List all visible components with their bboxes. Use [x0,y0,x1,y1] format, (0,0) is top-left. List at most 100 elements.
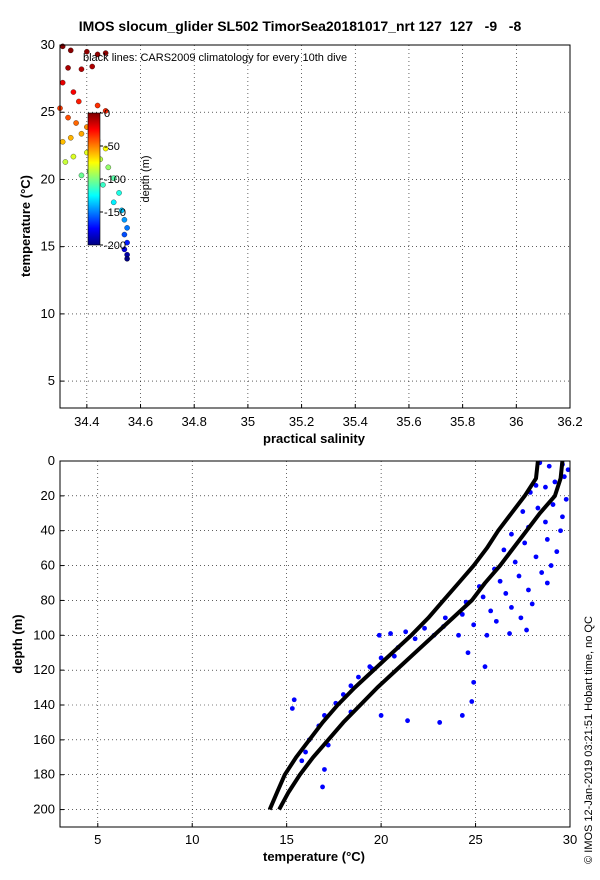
profile-series [267,460,571,811]
profile-observation-point [501,547,507,553]
profile-ticks: 5 10 15 20 25 30 0 20 40 60 80 100 120 140 160 180 200 [33,453,577,847]
profile-observation-point [412,636,418,642]
profile-observation-point [459,611,465,617]
colorbar-tick-label: 0 [104,108,110,120]
profile-y-tick-label: 120 [33,662,55,677]
ts-data-point [94,51,101,58]
profile-observation-point [565,467,571,473]
ts-data-point [78,172,85,179]
ts-data-point [110,175,117,181]
ts-data-point [84,48,90,55]
profile-y-tick-label: 20 [41,488,55,503]
ts-x-tick-label: 35.8 [450,414,475,429]
profile-observation-point [520,509,526,514]
ts-data-point [110,199,117,206]
profile-y-tick-label: 80 [41,592,55,607]
profile-observation-point [469,699,475,704]
profile-y-tick-label: 40 [41,523,55,538]
ts-y-axis-label: temperature (°C) [18,175,33,277]
ts-x-tick-label: 35 [241,414,255,429]
profile-observation-point [546,463,552,469]
profile-observation-point [391,653,397,659]
colorbar-ticks: 0 -50 -100 -150 -200 [100,108,126,252]
ts-data-point [102,108,109,114]
profile-observation-point [378,655,384,661]
ts-data-point [121,231,128,238]
profile-observation-point [471,622,477,628]
profile-observation-point [493,618,499,624]
ts-y-tick-label: 25 [41,104,55,119]
colorbar-tick-label: -150 [104,207,126,219]
profile-observation-point [543,484,548,490]
profile-observation-point [548,563,554,568]
ts-y-tick-label: 30 [41,37,55,52]
ts-x-tick-label: 35.2 [289,414,314,429]
profile-observation-point [539,570,545,575]
ts-data-point [105,164,112,171]
profile-observation-point [550,502,556,507]
profile-observation-point [299,758,305,764]
profile-observation-point [552,479,558,485]
ts-data-point [78,66,85,72]
profile-observation-point [482,664,488,670]
ts-data-point [100,182,106,188]
profile-observation-point [437,720,443,725]
profile-y-tick-label: 60 [41,558,55,573]
profile-observation-point [442,615,448,621]
profile-observation-point [560,514,565,520]
ts-data-point [59,79,66,86]
profile-observation-point [512,559,518,565]
ts-data-point [67,135,74,141]
profile-observation-point [529,601,535,607]
ts-ticks: 34.4 34.6 34.8 35 35.2 35.4 35.6 35.8 36 36.2 5 10 1… [41,37,583,429]
ts-data-point [116,190,122,196]
profile-observation-point [516,573,522,579]
figure-title: IMOS slocum_glider SL502 TimorSea2018101… [78,18,522,34]
colorbar-tick-label: -100 [104,174,126,186]
profile-observation-point [480,594,486,600]
ts-y-tick-label: 15 [41,239,55,254]
profile-observation-point [524,627,529,633]
ts-annotation: black lines: CARS2009 climatology for ev… [83,52,347,64]
profile-observation-point [422,625,427,631]
profile-observation-point [522,540,528,546]
profile-x-tick-label: 20 [374,832,388,847]
profile-observation-point [503,591,509,596]
profile-observation-point [509,531,514,537]
profile-x-tick-label: 10 [185,832,199,847]
ts-data-point [121,217,128,223]
profile-observation-point [543,519,548,525]
profile-observation-point [533,554,539,560]
profile-observation-point [456,632,461,638]
ts-data-point [102,145,109,152]
profile-observation-point [388,631,393,636]
ts-x-tick-label: 35.4 [343,414,368,429]
ts-x-tick-label: 35.6 [396,414,421,429]
depth-colorbar [87,112,101,246]
ts-y-tick-label: 10 [41,306,55,321]
profile-observation-point [322,767,327,772]
profile-observation-point [348,683,354,689]
ts-data-point [124,239,130,246]
profile-observation-point [303,749,308,755]
ts-data-point [73,120,79,126]
climatology-line-2 [277,460,565,811]
profile-observation-point [289,706,295,711]
ts-data-point [89,63,95,70]
profile-observation-point [561,474,567,480]
profile-observation-point [459,713,465,718]
profile-observation-point [471,679,477,685]
profile-observation-point [320,784,325,790]
ts-data-point [70,153,77,160]
profile-x-tick-label: 30 [563,832,577,847]
colorbar-tick-label: -200 [104,240,126,252]
profile-observation-point [376,632,382,638]
ts-data-point [124,225,130,231]
profile-observation-point [488,608,494,614]
climatology-line-1 [267,460,540,811]
colorbar-label: depth (m) [140,155,152,202]
ts-data-point [121,246,128,253]
profile-x-tick-label: 5 [94,832,101,847]
ts-data-point [62,159,69,165]
